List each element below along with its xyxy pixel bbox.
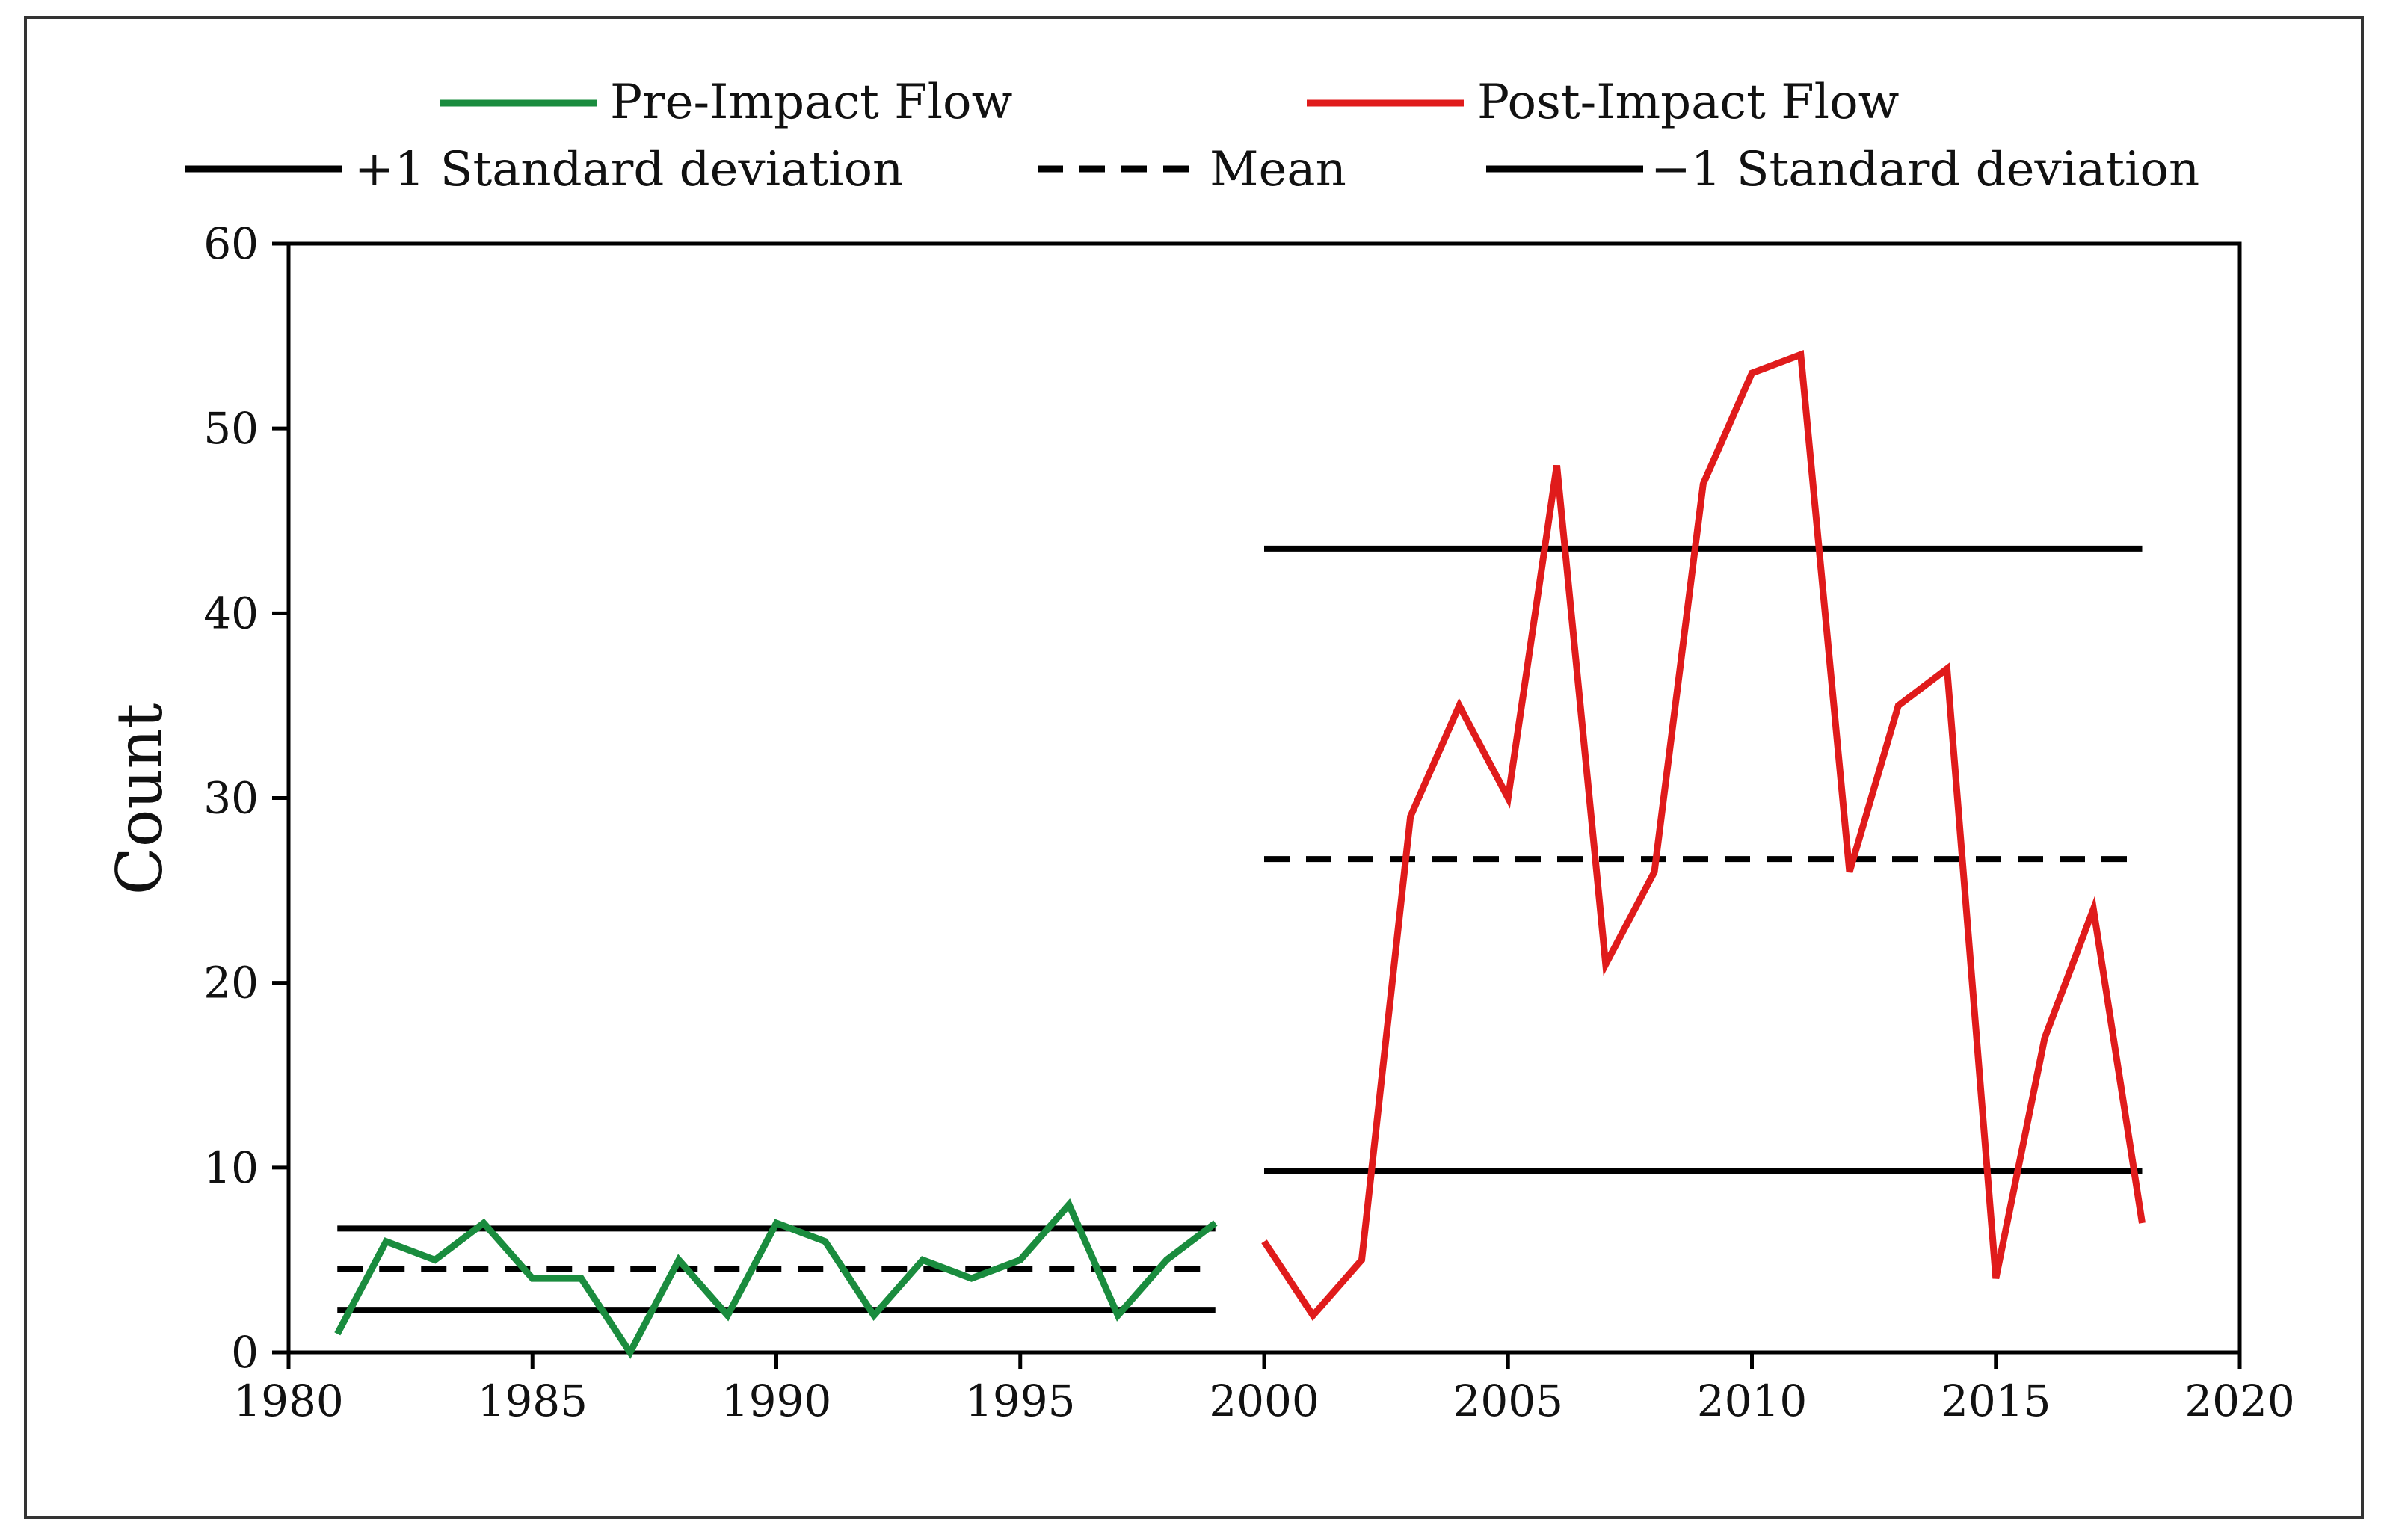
x-tick-label: 1985 (477, 1376, 588, 1426)
y-tick-label: 20 (203, 958, 259, 1008)
figure-frame: Pre-Impact Flow Post-Impact Flow +1 Stan… (24, 16, 2364, 1519)
legend-label-mean: Mean (1210, 142, 1346, 197)
x-tick-label: 2010 (1697, 1376, 1808, 1426)
x-tick-label: 1990 (721, 1376, 832, 1426)
x-tick-label: 2020 (2184, 1376, 2295, 1426)
legend-label-pre-impact: Pre-Impact Flow (610, 75, 1012, 130)
y-tick-label: 0 (231, 1327, 259, 1378)
y-tick-label: 10 (203, 1142, 259, 1193)
x-tick-label: 1995 (965, 1376, 1076, 1426)
line-chart: Pre-Impact Flow Post-Impact Flow +1 Stan… (103, 75, 2295, 1426)
post-impact-flow-series-line (1261, 350, 2146, 1321)
x-tick-label: 1980 (233, 1376, 344, 1426)
y-tick-label: 40 (203, 588, 259, 638)
y-tick-label: 60 (203, 218, 259, 269)
x-tick-label: 2015 (1941, 1376, 2051, 1426)
y-axis-label: Count (103, 703, 176, 895)
legend-label-post-impact: Post-Impact Flow (1477, 75, 1899, 130)
legend: Pre-Impact Flow Post-Impact Flow +1 Stan… (185, 75, 2199, 197)
y-tick-label: 30 (203, 773, 259, 824)
x-tick-label: 2005 (1453, 1376, 1563, 1426)
plot-frame (286, 241, 2242, 1355)
pre-impact-flow-series-line (334, 1198, 1218, 1359)
x-tick-label: 2000 (1209, 1376, 1319, 1426)
y-tick-label: 50 (203, 403, 259, 454)
plot-area: 0 10 20 30 40 50 60 1980 1985 1990 1995 2000 2005 201… (203, 218, 2295, 1426)
legend-label-minus-sd: −1 Standard deviation (1651, 142, 2199, 197)
legend-label-plus-sd: +1 Standard deviation (354, 142, 903, 197)
